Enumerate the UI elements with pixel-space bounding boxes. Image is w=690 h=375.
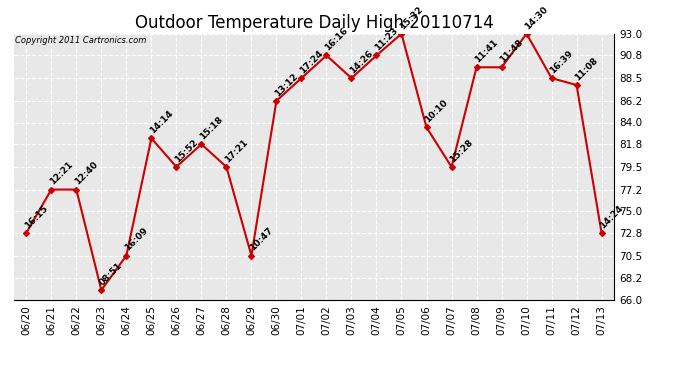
Text: 17:24: 17:24 (298, 49, 324, 75)
Title: Outdoor Temperature Daily High 20110714: Outdoor Temperature Daily High 20110714 (135, 14, 493, 32)
Text: 15:18: 15:18 (198, 115, 224, 141)
Text: 14:14: 14:14 (148, 109, 175, 135)
Text: 11:23: 11:23 (373, 26, 400, 53)
Text: 14:26: 14:26 (348, 49, 375, 75)
Text: 10:47: 10:47 (248, 226, 275, 253)
Text: 11:48: 11:48 (498, 38, 524, 64)
Text: 16:16: 16:16 (323, 26, 349, 53)
Text: 16:15: 16:15 (23, 204, 49, 230)
Text: 08:51: 08:51 (98, 261, 124, 287)
Text: 16:09: 16:09 (123, 226, 149, 253)
Text: 15:52: 15:52 (172, 138, 199, 164)
Text: 11:08: 11:08 (573, 56, 600, 82)
Text: 13:12: 13:12 (273, 71, 299, 98)
Text: 14:24: 14:24 (598, 203, 624, 230)
Text: 11:41: 11:41 (473, 38, 500, 64)
Text: 17:21: 17:21 (223, 137, 250, 164)
Text: 15:32: 15:32 (398, 4, 424, 31)
Text: 16:39: 16:39 (548, 49, 575, 75)
Text: 12:21: 12:21 (48, 160, 75, 187)
Text: 14:30: 14:30 (523, 4, 549, 31)
Text: 15:28: 15:28 (448, 138, 475, 164)
Text: 10:10: 10:10 (423, 98, 449, 124)
Text: Copyright 2011 Cartronics.com: Copyright 2011 Cartronics.com (15, 36, 146, 45)
Text: 12:40: 12:40 (72, 160, 99, 187)
